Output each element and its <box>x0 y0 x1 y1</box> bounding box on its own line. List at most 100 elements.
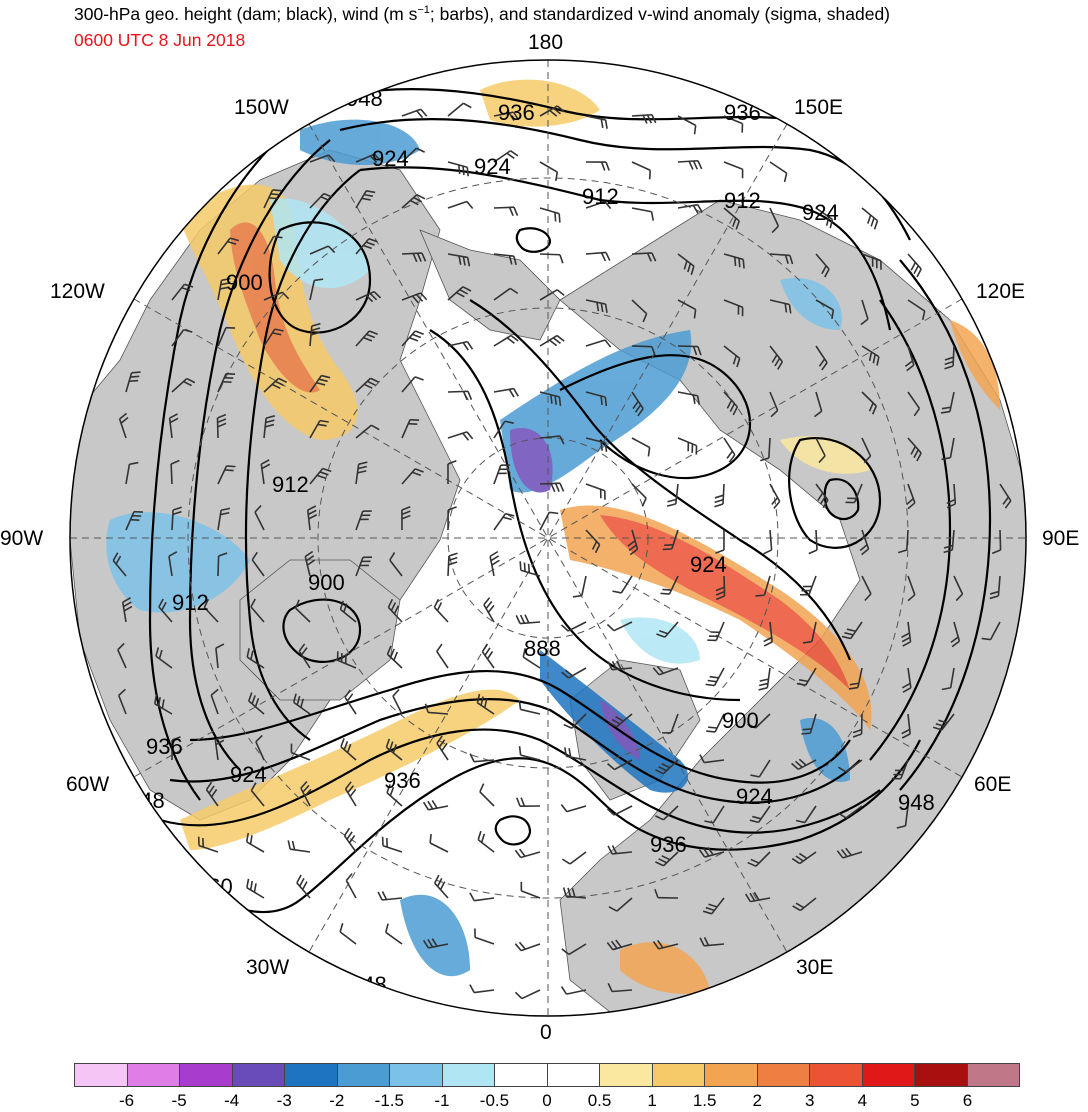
wind-barb <box>493 420 514 439</box>
lon-label-120e: 120E <box>976 280 1026 303</box>
wind-barb <box>422 938 449 949</box>
wind-barb <box>447 253 471 267</box>
anomaly-negative <box>106 119 850 977</box>
anomaly-positive-blob-2 <box>620 942 710 994</box>
wind-barb <box>300 780 312 807</box>
wind-barb <box>991 529 1002 555</box>
wind-barb <box>168 551 178 577</box>
contour-east-2 <box>869 299 952 761</box>
map-boundary <box>69 59 1027 1017</box>
wind-barb <box>469 892 495 902</box>
colorbar-tick-label: 3 <box>805 1091 815 1110</box>
wind-barb <box>702 897 725 915</box>
wind-barb <box>381 836 403 853</box>
wind-barb <box>769 161 788 183</box>
wind-barb <box>662 529 679 551</box>
contour-label: 900 <box>226 270 263 295</box>
wind-barb <box>447 200 474 209</box>
wind-barb <box>561 667 587 679</box>
wind-barb <box>392 688 403 715</box>
colorbar-swatch <box>810 1064 863 1086</box>
contour-label: 960 <box>196 874 233 899</box>
wind-barb <box>704 805 725 824</box>
contour-north-3 <box>359 166 892 331</box>
wind-barb <box>343 827 357 853</box>
wind-barb <box>907 253 922 278</box>
wind-barb <box>981 621 1001 641</box>
map-disk: 948 936 936 924 924 912 912 924 900 912 … <box>70 60 1026 1016</box>
lon-label-60e: 60E <box>974 773 1012 796</box>
wind-barb <box>205 781 219 807</box>
colorbar-tick-label: 0.5 <box>587 1091 612 1110</box>
contour-label: 912 <box>724 188 761 213</box>
wind-barb <box>344 689 357 715</box>
wind-barb <box>389 552 403 577</box>
wind-barb <box>950 621 961 648</box>
wind-barb <box>309 278 324 301</box>
wind-barb <box>607 759 633 771</box>
wind-barb <box>290 743 311 761</box>
wind-barb <box>387 598 403 623</box>
wind-barb <box>808 529 818 555</box>
wind-barb <box>539 511 559 531</box>
wind-barb <box>355 290 382 303</box>
wind-barb <box>385 738 403 761</box>
wind-barb <box>304 550 316 577</box>
wind-barb <box>662 713 679 734</box>
wind-barb <box>769 253 794 265</box>
wind-barb <box>904 345 915 372</box>
wind-barb <box>705 667 725 687</box>
wind-barb <box>447 102 472 117</box>
colorbar-swatch <box>180 1064 233 1086</box>
wind-barb <box>493 512 515 531</box>
wind-barb <box>799 575 817 596</box>
wind-barb <box>447 552 458 577</box>
wind-barb <box>607 845 633 855</box>
anomaly-negative-blob-1 <box>300 119 420 165</box>
wind-barb <box>170 459 180 485</box>
wind-barbs <box>112 102 1012 1000</box>
wind-barb <box>355 237 378 255</box>
wind-barb <box>562 887 587 899</box>
wind-barb <box>216 413 227 439</box>
wind-barb <box>744 891 771 903</box>
valid-time: 0600 UTC 8 Jun 2018 <box>74 30 246 50</box>
wind-barb <box>852 713 863 738</box>
wind-barb <box>859 529 870 556</box>
wind-barb <box>677 299 697 319</box>
wind-barb <box>563 713 587 729</box>
wind-barb <box>655 851 679 867</box>
wind-barb <box>792 897 817 912</box>
wind-barb <box>813 391 823 418</box>
wind-barb <box>493 287 519 301</box>
wind-barb <box>585 437 608 452</box>
wind-barb <box>572 575 587 598</box>
wind-barb <box>941 437 955 461</box>
colorbar-tick-label: -1.5 <box>374 1091 404 1110</box>
colorbar-tick-label: -4 <box>224 1091 240 1110</box>
wind-barb <box>245 832 265 853</box>
contour-closed-se-inner <box>823 478 860 521</box>
wind-barb <box>477 830 495 853</box>
colorbar-swatch <box>652 1064 705 1086</box>
land-masses <box>70 149 1026 1016</box>
wind-barb <box>802 621 817 644</box>
wind-barb <box>125 461 139 485</box>
contour-label: 912 <box>172 590 209 615</box>
wind-barb <box>755 575 771 597</box>
wind-barb <box>401 330 424 347</box>
land-alaska <box>419 229 561 341</box>
wind-barb <box>723 437 736 463</box>
colorbar-tick-label: -0.5 <box>479 1091 510 1110</box>
wind-barb <box>791 758 817 771</box>
wind-barb <box>539 161 559 182</box>
wind-barb <box>436 735 449 761</box>
wind-barb <box>309 374 331 393</box>
wind-barb <box>469 753 495 763</box>
meridian-150w-30e <box>308 123 788 953</box>
colorbar-tick-label: -3 <box>276 1091 292 1110</box>
wind-barb <box>585 339 612 348</box>
wind-barb <box>769 207 780 234</box>
contour-outer-west <box>148 119 301 801</box>
wind-barb <box>999 483 1012 509</box>
